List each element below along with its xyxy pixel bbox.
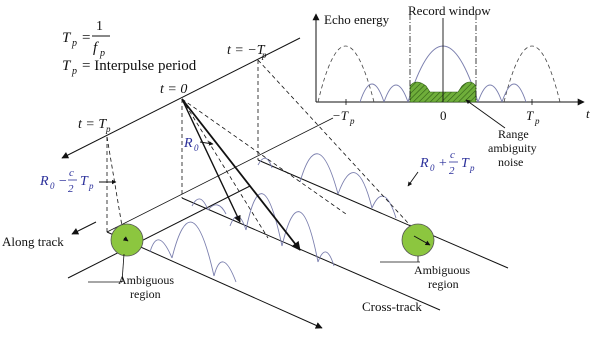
along-track-arrow xyxy=(71,221,97,235)
svg-text:c: c xyxy=(450,149,455,161)
svg-text:Ambiguous: Ambiguous xyxy=(118,273,174,287)
svg-text:region: region xyxy=(428,277,459,291)
slant-ray-dashed xyxy=(181,98,269,239)
cross-track-label: Cross-track xyxy=(362,299,422,314)
svg-text:1: 1 xyxy=(96,19,103,34)
swath-line-mid xyxy=(181,197,441,311)
tick-label-minus: −T p xyxy=(332,108,355,126)
ambiguity-ray-right xyxy=(257,59,421,237)
svg-text:0: 0 xyxy=(430,163,435,173)
echo-energy-inset: Echo energy Record window t −T p 0 T p R… xyxy=(312,3,590,169)
ground-echo-arcs xyxy=(149,153,397,283)
ambiguous-region-right xyxy=(401,223,435,257)
svg-text:p: p xyxy=(105,124,111,134)
svg-text:f: f xyxy=(93,40,99,56)
svg-text:p: p xyxy=(261,50,267,60)
svg-text:t = −T: t = −T xyxy=(227,43,266,58)
svg-text:= Interpulse period: = Interpulse period xyxy=(82,58,197,74)
along-track-axis xyxy=(67,185,251,279)
ambiguity-ray-left xyxy=(106,136,125,239)
range-minus-label: R 0 − c 2 T p xyxy=(39,167,117,195)
swath-line-far xyxy=(257,159,509,269)
svg-text:T: T xyxy=(80,174,89,189)
ambiguous-label-right: Ambiguous region xyxy=(380,256,470,291)
svg-text:ambiguity: ambiguity xyxy=(488,141,537,155)
svg-text:−T: −T xyxy=(332,108,349,123)
svg-text:p: p xyxy=(71,38,77,49)
ambiguous-label-left: Ambiguous region xyxy=(88,253,174,301)
svg-text:region: region xyxy=(130,287,161,301)
range-ambiguity-noise-label: Range ambiguity noise xyxy=(488,127,537,169)
svg-text:+: + xyxy=(438,156,447,171)
svg-text:t = T: t = T xyxy=(78,117,107,132)
time-label-minus: t = −T p xyxy=(227,43,267,60)
svg-text:T: T xyxy=(62,58,72,74)
svg-text:T: T xyxy=(62,30,72,46)
svg-text:Ambiguous: Ambiguous xyxy=(414,263,470,277)
r0-label: R 0 xyxy=(183,136,214,153)
cross-track-axis xyxy=(106,231,323,329)
time-label-zero: t = 0 xyxy=(160,82,187,97)
svg-text:noise: noise xyxy=(498,155,523,169)
formula-tp: T p = 1 f p xyxy=(62,19,110,59)
svg-text:p: p xyxy=(349,116,355,126)
svg-text:p: p xyxy=(534,116,540,126)
slant-ray-2 xyxy=(181,98,301,251)
svg-text:Range: Range xyxy=(498,127,529,141)
slant-ray-1 xyxy=(181,98,241,223)
platform-track-line xyxy=(61,37,301,159)
svg-text:p: p xyxy=(99,48,105,59)
svg-text:t = 0: t = 0 xyxy=(160,82,187,97)
time-label-plus: t = T p xyxy=(78,117,111,134)
svg-text:p: p xyxy=(71,66,77,77)
svg-text:0: 0 xyxy=(194,143,199,153)
svg-text:c: c xyxy=(69,167,74,179)
svg-text:T: T xyxy=(526,108,534,123)
svg-text:T: T xyxy=(461,156,470,171)
tick-label-plus: T p xyxy=(526,108,540,126)
svg-text:2: 2 xyxy=(68,183,74,195)
svg-text:−: − xyxy=(58,174,67,189)
inset-t-axis-label: t xyxy=(586,106,590,121)
along-track-label: Along track xyxy=(2,234,64,249)
ground-nadir-line xyxy=(106,117,334,233)
svg-text:R: R xyxy=(39,174,49,189)
svg-text:2: 2 xyxy=(449,165,455,177)
range-plus-label: R 0 + c 2 T p xyxy=(407,149,475,187)
echo-energy-label: Echo energy xyxy=(324,12,390,27)
svg-text:p: p xyxy=(88,181,94,191)
formula-interpulse: T p = Interpulse period xyxy=(62,58,197,77)
svg-text:R: R xyxy=(183,136,193,151)
svg-text:=: = xyxy=(82,30,90,46)
svg-text:0: 0 xyxy=(50,181,55,191)
svg-text:R: R xyxy=(419,156,429,171)
svg-text:p: p xyxy=(469,163,475,173)
record-window-label: Record window xyxy=(408,3,491,18)
slant-ray-dashed-2 xyxy=(181,98,347,215)
tick-label-zero: 0 xyxy=(440,108,447,123)
